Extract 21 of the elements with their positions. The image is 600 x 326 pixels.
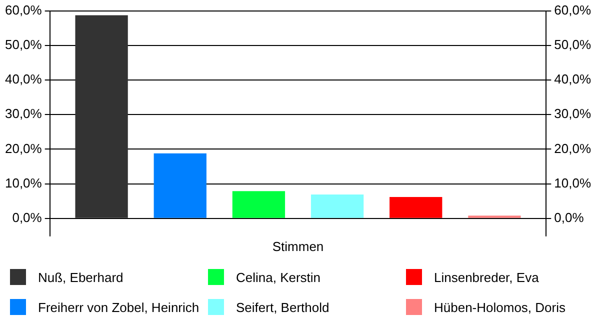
y-tick-label: 40,0% [4, 72, 42, 87]
y-tick-label: 10,0% [4, 175, 42, 190]
y-tick-label: 50,0% [4, 36, 42, 52]
legend-label: Freiherr von Zobel, Heinrich [38, 300, 200, 314]
text: 50,0% [554, 36, 592, 52]
text: 60,0% [554, 2, 592, 18]
y-tick-label: 20,0% [4, 140, 42, 156]
text: 20,0% [554, 140, 592, 156]
text: 30,0% [554, 106, 592, 122]
legend-label: Linsenbreder, Eva [434, 270, 539, 284]
y-tick-label: 0,0% [12, 210, 42, 225]
y-tick-label: 60,0% [4, 2, 42, 18]
y-tick-label: 30,0% [4, 106, 42, 122]
legend-label: Hüben-Holomos, Doris [434, 300, 566, 314]
legend-label: Nuß, Eberhard [38, 270, 124, 284]
text: 40,0% [554, 72, 592, 87]
text: 10,0% [554, 175, 592, 190]
legend-label: Seifert, Berthold [236, 300, 330, 314]
text: 0,0% [554, 210, 584, 225]
x-tick-label: Stimmen [272, 238, 324, 254]
legend-label: Celina, Kerstin [236, 270, 321, 284]
